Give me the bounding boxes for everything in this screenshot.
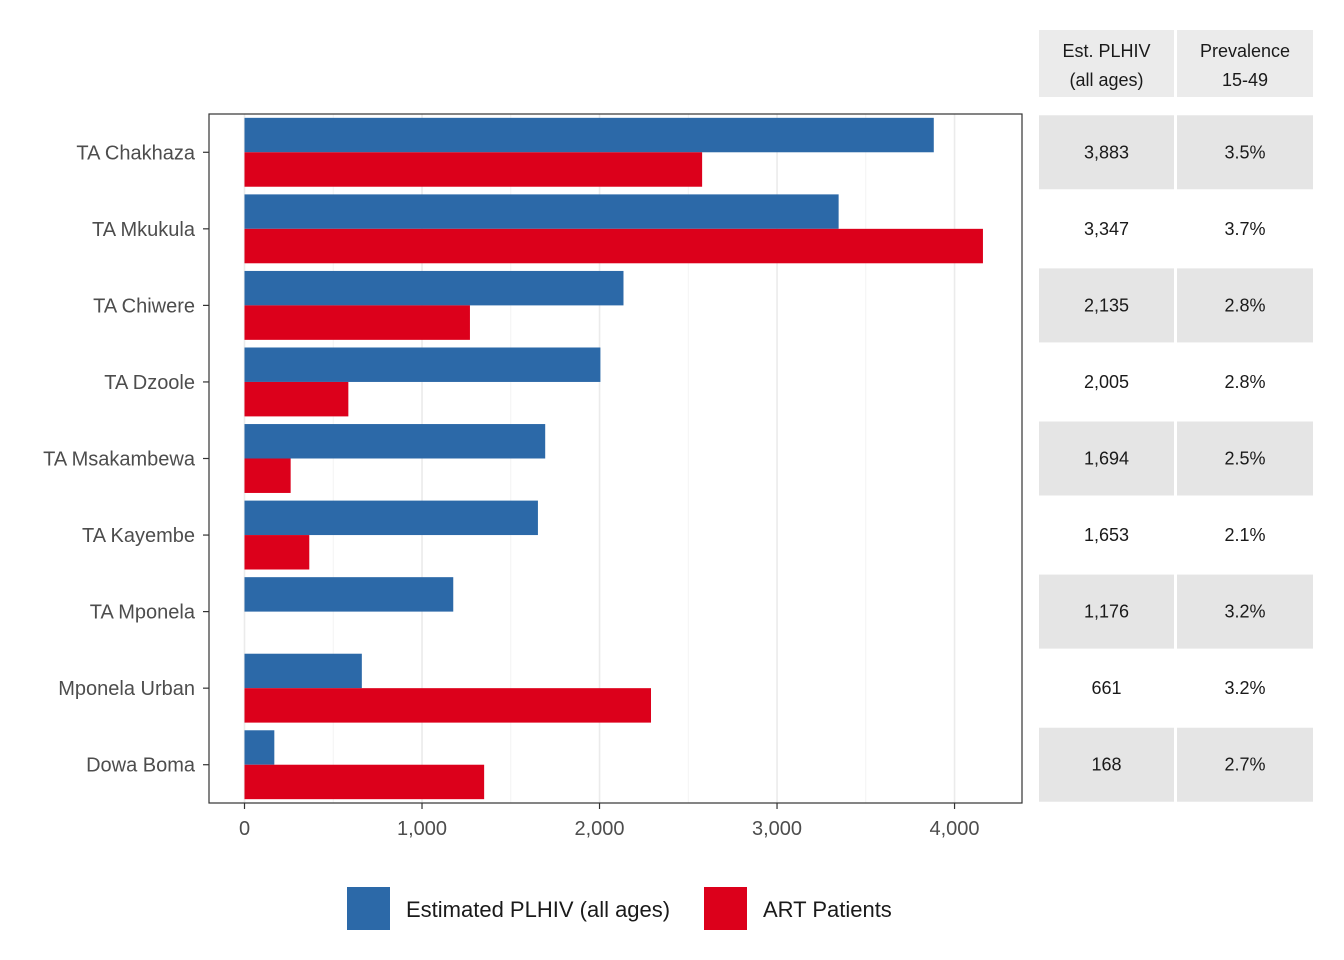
y-axis: TA Chakhaza TA Mkukula TA Chiwere TA Dzoole… — [43, 142, 209, 777]
bar-plhiv — [244, 347, 601, 382]
table-header-cell — [1039, 30, 1174, 97]
table-header-text: (all ages) — [1069, 70, 1143, 90]
table-header-cell — [1177, 30, 1313, 97]
table-header-text: Est. PLHIV — [1062, 41, 1150, 61]
x-tick-label: 3,000 — [752, 818, 802, 840]
y-tick-label: TA Mponela — [90, 602, 196, 624]
table-row-shade — [1039, 115, 1174, 190]
bar-art — [244, 381, 349, 417]
x-tick-label: 0 — [239, 818, 250, 840]
bar-art — [244, 688, 652, 723]
y-tick-label: TA Chiwere — [93, 295, 195, 317]
legend-label: ART Patients — [763, 897, 892, 922]
table-cell: 2,135 — [1084, 295, 1129, 315]
legend-swatch — [347, 887, 390, 930]
y-tick-label: Mponela Urban — [58, 678, 195, 700]
y-tick-label: Dowa Boma — [86, 755, 196, 777]
table-cell: 3,883 — [1084, 142, 1129, 162]
bar-plhiv — [244, 424, 546, 459]
bar-plhiv — [244, 730, 275, 765]
bars — [244, 117, 983, 800]
table-cell: 3,347 — [1084, 219, 1129, 239]
table-cell: 1,694 — [1084, 449, 1129, 469]
bar-plhiv — [244, 500, 538, 536]
x-axis: 0 1,000 2,000 3,000 4,000 — [239, 803, 980, 840]
bar-art — [244, 152, 703, 187]
y-tick-label: TA Dzoole — [104, 372, 195, 394]
table-row-shade — [1177, 268, 1313, 343]
bar-art — [244, 764, 485, 800]
x-tick-label: 4,000 — [930, 818, 980, 840]
bar-plhiv — [244, 653, 362, 689]
y-tick-label: TA Mkukula — [92, 219, 196, 241]
table-row-shade — [1177, 115, 1313, 190]
bar-art — [244, 228, 983, 264]
bar-art — [244, 535, 310, 570]
table-row-shade — [1177, 574, 1313, 649]
table-cell: 2.7% — [1224, 755, 1265, 775]
bar-art — [244, 458, 291, 493]
bar-plhiv — [244, 577, 454, 612]
table-header-text: 15-49 — [1222, 70, 1268, 90]
table-row-shade — [1039, 421, 1174, 496]
x-tick-label: 1,000 — [397, 818, 447, 840]
legend: Estimated PLHIV (all ages) ART Patients — [347, 887, 892, 930]
table-row-shade — [1039, 574, 1174, 649]
bar-plhiv — [244, 270, 624, 306]
table-cell: 2.5% — [1224, 449, 1265, 469]
table-cell: 2,005 — [1084, 372, 1129, 392]
table-cell: 2.1% — [1224, 525, 1265, 545]
table-cell: 168 — [1091, 755, 1121, 775]
y-tick-label: TA Chakhaza — [76, 142, 195, 164]
x-tick-label: 2,000 — [574, 818, 624, 840]
bar-plhiv — [244, 117, 934, 153]
y-tick-label: TA Msakambewa — [43, 449, 196, 471]
table-cell: 3.2% — [1224, 678, 1265, 698]
table-cell: 661 — [1091, 678, 1121, 698]
bar-art — [244, 305, 470, 340]
table-cell: 2.8% — [1224, 372, 1265, 392]
table-row-shade — [1039, 268, 1174, 343]
table-row-shade — [1177, 421, 1313, 496]
summary-table: Est. PLHIV (all ages) Prevalence 15-49 3,883… — [1039, 30, 1313, 802]
table-cell: 3.7% — [1224, 219, 1265, 239]
table-cell: 3.2% — [1224, 602, 1265, 622]
table-cell: 1,653 — [1084, 525, 1129, 545]
table-cell: 2.8% — [1224, 295, 1265, 315]
legend-swatch — [704, 887, 747, 930]
table-cell: 1,176 — [1084, 602, 1129, 622]
legend-label: Estimated PLHIV (all ages) — [406, 897, 670, 922]
table-cell: 3.5% — [1224, 142, 1265, 162]
y-tick-label: TA Kayembe — [82, 525, 195, 547]
bar-plhiv — [244, 194, 839, 229]
table-row-shade — [1177, 727, 1313, 802]
table-row-shade — [1039, 727, 1174, 802]
table-header-text: Prevalence — [1200, 41, 1290, 61]
